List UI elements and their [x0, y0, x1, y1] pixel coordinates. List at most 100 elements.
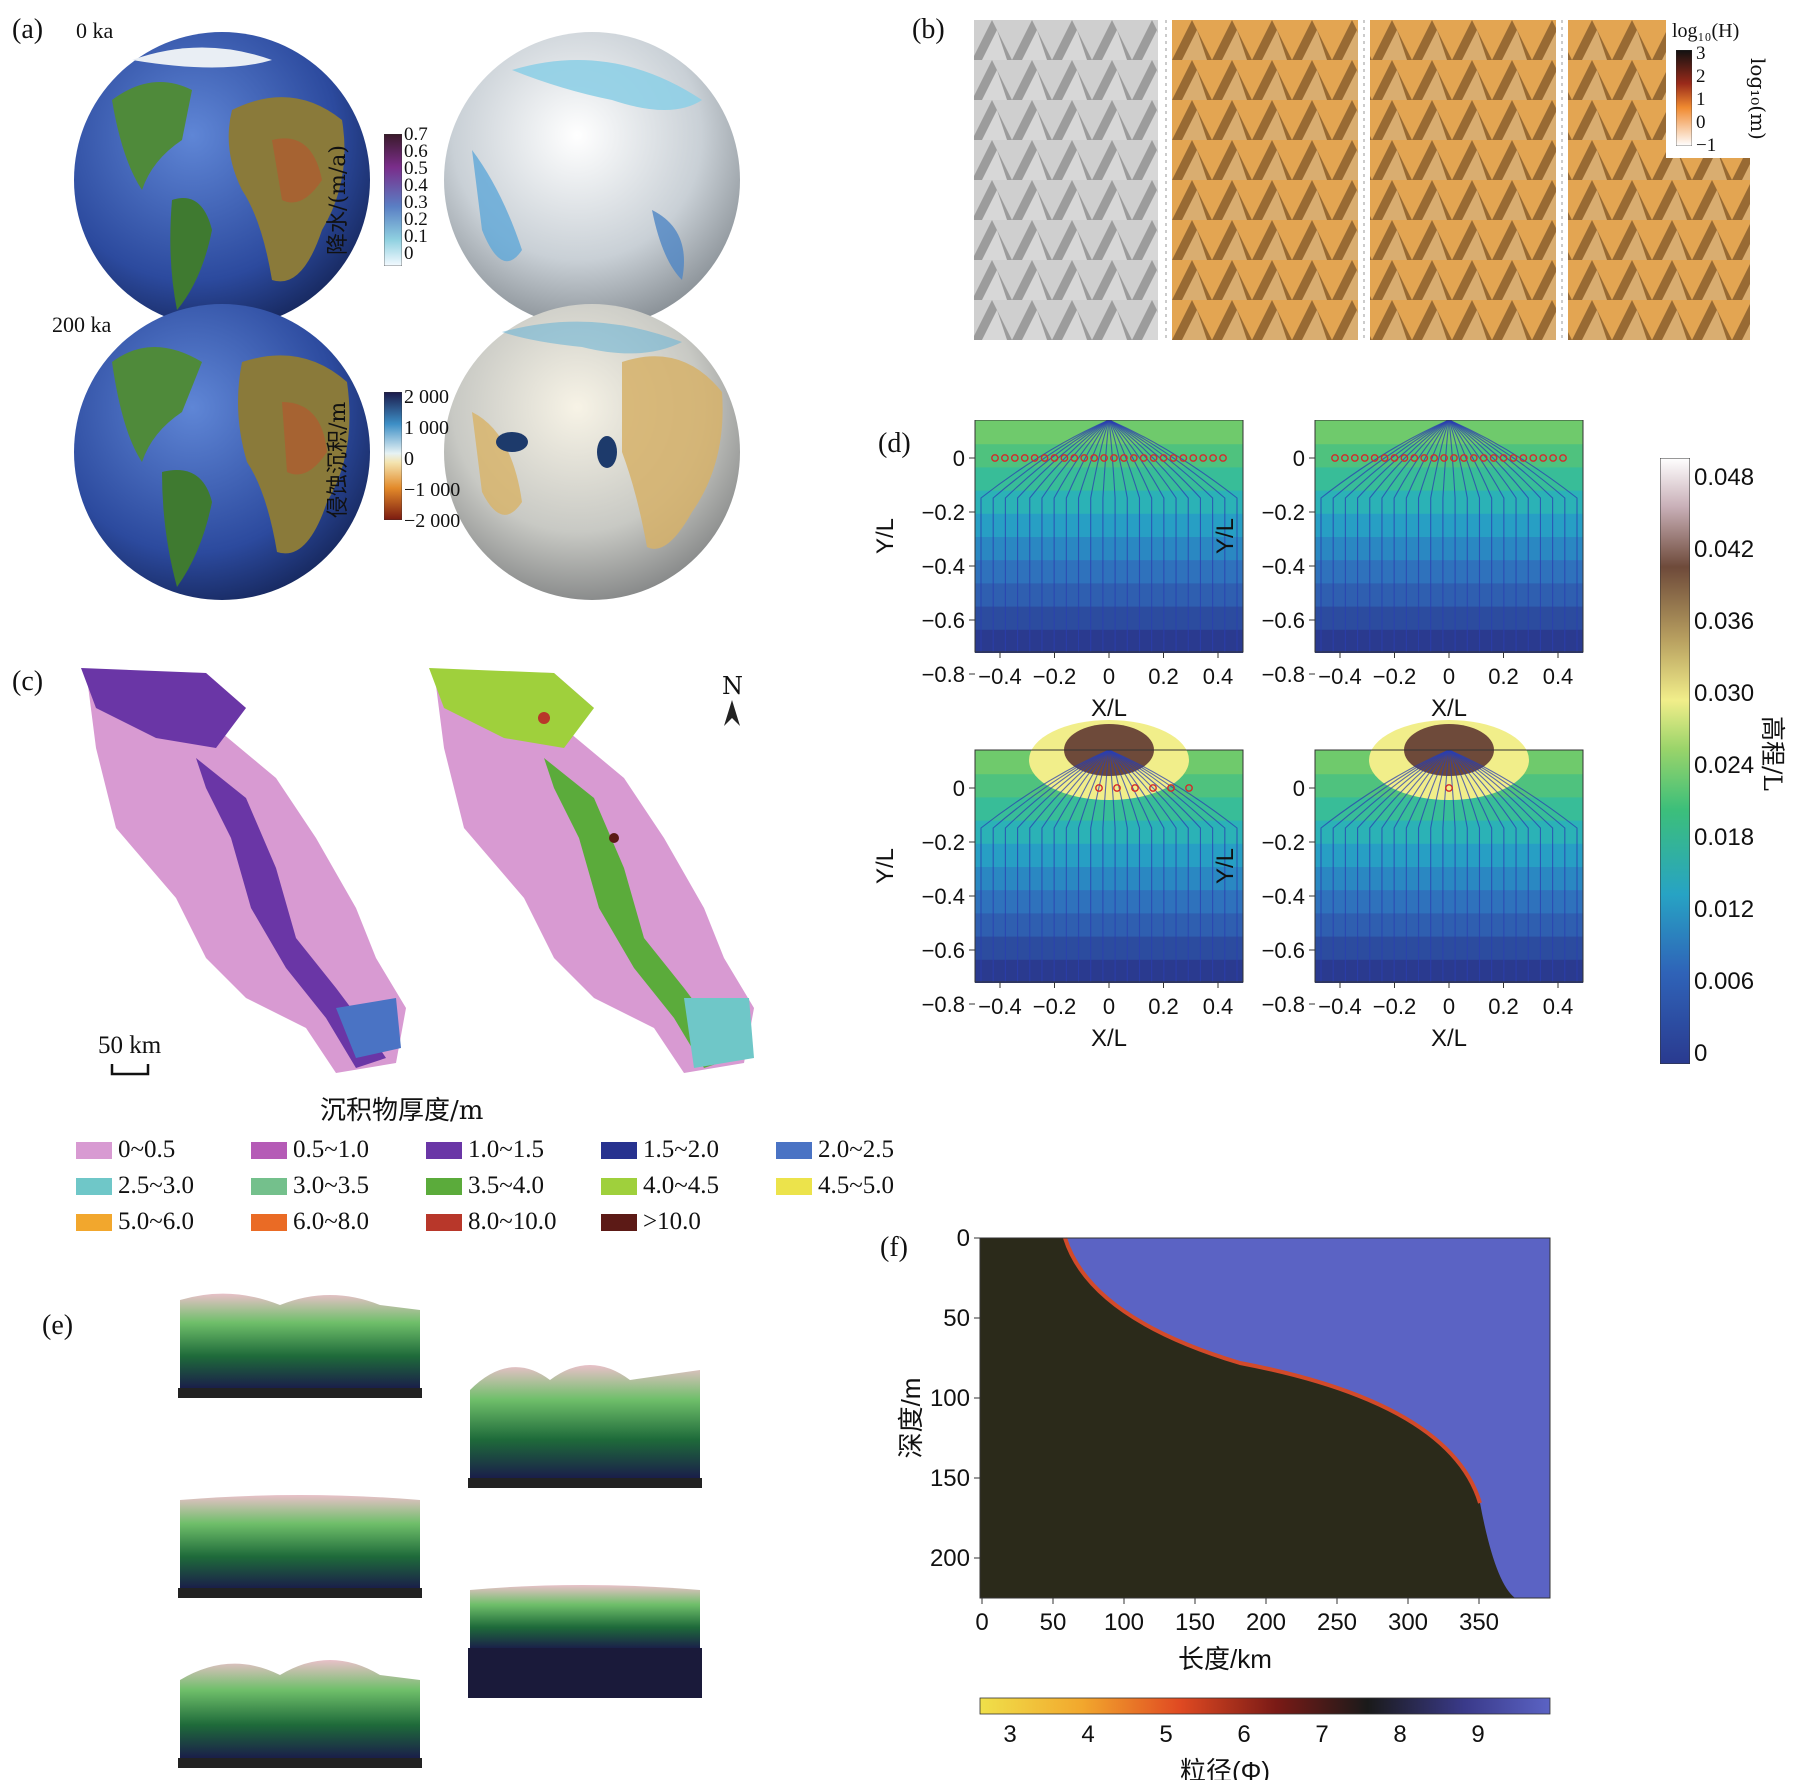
x-tick-label: 350: [1459, 1609, 1499, 1636]
flow-path: [1108, 420, 1165, 652]
legend-swatch: [251, 1141, 287, 1159]
grain-tick-label: 7: [1315, 1721, 1328, 1748]
drainage-subplot: −0.4 −0.2 0 0.2 0.4 0 −0.2 −0.4 −0.6 −0.8 X/L Y/L: [872, 420, 1244, 722]
b-colorbar-ticks: 3 2 1 0 −1: [1696, 42, 1716, 157]
contour-band: [1315, 512, 1583, 537]
x-tick-label: 200: [1246, 1609, 1286, 1636]
flow-path: [1448, 749, 1505, 982]
b-colorbar-title: log₁₀(H): [1672, 20, 1740, 42]
flow-path: [1108, 749, 1238, 982]
y-axis-label: Y/L: [872, 518, 899, 554]
legend-label: 1.5~2.0: [643, 1136, 720, 1163]
outlet-point: [1095, 784, 1103, 792]
y-axis-label: 深度/m: [896, 1378, 926, 1459]
y-tick-label: 0: [953, 446, 965, 471]
legend-swatch: [426, 1213, 462, 1231]
sediment-legend-title: 沉积物厚度/m: [320, 1096, 484, 1126]
outlet-point: [1529, 454, 1538, 462]
flow-path: [1108, 749, 1165, 982]
flow-path: [1108, 749, 1128, 982]
flow-path: [980, 749, 1110, 982]
legend-label: 8.0~10.0: [468, 1208, 557, 1235]
flow-path: [1448, 420, 1456, 652]
x-tick-label: 50: [1040, 1609, 1067, 1636]
x-tick-label: −0.2: [1033, 664, 1076, 689]
contour-band: [1315, 536, 1583, 561]
outlet-point: [1060, 454, 1069, 462]
y-tick-label: −0.8: [922, 662, 965, 687]
outlet-point: [1489, 454, 1498, 462]
drainage-subplot: −0.4 −0.2 0 0.2 0.4 0 −0.2 −0.4 −0.6 −0.8 X/L Y/L: [1212, 720, 1584, 1052]
x-tick-label: 0: [1103, 664, 1115, 689]
x-tick-label: 0: [1443, 664, 1455, 689]
x-tick-label: 100: [1104, 1609, 1144, 1636]
y-axis-label: Y/L: [872, 848, 899, 884]
flow-path: [1108, 420, 1128, 652]
flow-path: [992, 420, 1110, 652]
erosion-tick: 1 000: [404, 417, 449, 439]
flow-path: [1448, 749, 1529, 982]
legend-item: 5.0~6.0: [76, 1208, 251, 1236]
sediment-body: [980, 1238, 1515, 1598]
legend-label: 0~0.5: [118, 1136, 176, 1163]
legend-swatch: [426, 1141, 462, 1159]
flow-path: [1381, 749, 1450, 982]
contour-band: [975, 912, 1243, 937]
y-tick-label: −0.4: [922, 884, 965, 909]
x-tick-label: 0.2: [1488, 664, 1519, 689]
flow-path: [1332, 420, 1450, 652]
coarse-front: [1063, 1237, 1482, 1504]
x-axis-label: 长度/km: [1178, 1644, 1272, 1674]
grain-tick-label: 6: [1237, 1721, 1250, 1748]
scale-bar: [110, 1064, 150, 1076]
outlet-point: [1459, 454, 1468, 462]
flow-path: [1381, 420, 1450, 652]
contour-band: [1315, 796, 1583, 821]
erosion-ticks: 2 000 1 000 0 −1 000 −2 000: [404, 382, 460, 537]
y-tick-label: 0: [1293, 776, 1305, 801]
x-tick-label: −0.4: [978, 994, 1021, 1019]
b-colorbar-side-label: log₁₀(m): [1746, 58, 1770, 140]
flow-path: [1369, 420, 1450, 652]
flow-path: [1108, 420, 1238, 652]
flow-path: [1393, 420, 1450, 652]
b-tick: 3: [1696, 43, 1706, 64]
sediment-legend: 0~0.5 0.5~1.0 1.0~1.5 1.5~2.0 2.0~2.5 2.5~3.0…: [76, 1136, 951, 1236]
flow-path: [1448, 749, 1468, 982]
x-tick-label: 0.4: [1203, 664, 1234, 689]
outlet-point: [1370, 454, 1379, 462]
y-tick-label: −0.6: [922, 938, 965, 963]
legend-swatch: [76, 1213, 112, 1231]
contour-band: [975, 443, 1243, 468]
legend-item: 3.0~3.5: [251, 1172, 426, 1200]
outlet-point: [1360, 454, 1369, 462]
flow-path: [1004, 420, 1110, 652]
outlet-point: [1499, 454, 1508, 462]
outlet-point: [1129, 454, 1138, 462]
elevation-colorbar-label: 高程/L: [1758, 716, 1787, 792]
flow-path: [1430, 749, 1450, 982]
flow-path: [1029, 420, 1110, 652]
panel-d-label: (d): [878, 428, 911, 459]
flow-path: [1417, 749, 1450, 982]
flow-path: [980, 420, 1110, 652]
grain-colorbar: [979, 1697, 1551, 1715]
grain-size-profile: 0 50 100 150 200 0 50 100 150 200 250 300 350 长度/km 深度…: [896, 1225, 1551, 1780]
flow-path: [1405, 420, 1450, 652]
x-tick-label: 0.4: [1543, 994, 1574, 1019]
contour-band: [975, 866, 1243, 891]
y-tick-label: 100: [930, 1385, 970, 1412]
precip-tick: 0.2: [404, 209, 428, 230]
contour-band: [1315, 489, 1583, 514]
contour-band: [975, 559, 1243, 584]
legend-swatch: [251, 1177, 287, 1195]
flow-path: [1108, 420, 1226, 652]
grain-colorbar-label: 粒径(Φ): [1180, 1756, 1270, 1780]
x-tick-label: −0.2: [1373, 664, 1416, 689]
flow-path: [1448, 749, 1517, 982]
flow-path: [1108, 749, 1116, 982]
y-tick-label: 200: [930, 1545, 970, 1572]
contour-band: [975, 536, 1243, 561]
outlet-point: [1090, 454, 1099, 462]
flow-path: [1108, 749, 1201, 982]
